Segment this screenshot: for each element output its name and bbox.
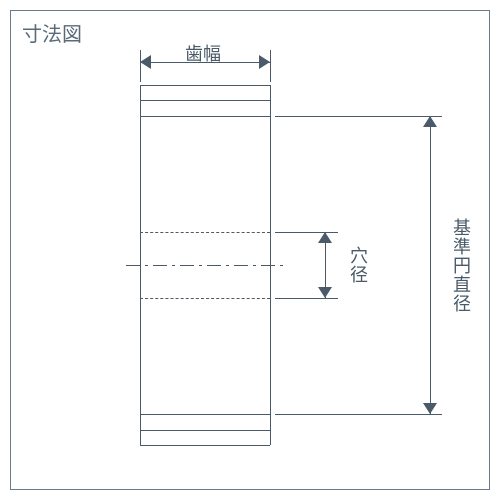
bore-bot	[140, 298, 270, 299]
dim-pitch-label: 基準円直径	[448, 218, 474, 313]
dim-bore-arrow-t	[318, 232, 332, 243]
gear-left-edge	[140, 85, 141, 445]
gear-pitch-bot	[140, 414, 270, 415]
bore-top	[140, 232, 270, 233]
centerline-seg	[145, 265, 148, 266]
dim-width-arrow-r	[259, 55, 270, 69]
gear-pitch-top	[140, 116, 270, 117]
centerline-seg	[253, 265, 256, 266]
dim-pitch-ext-b	[275, 414, 442, 415]
gear-outer-top	[140, 85, 270, 86]
centerline-seg	[153, 265, 167, 266]
dim-width-label: 歯幅	[185, 40, 221, 66]
dim-width-ext-r	[270, 50, 271, 82]
dim-pitch-arrow-b	[423, 403, 437, 414]
dim-width-arrow-l	[140, 55, 151, 69]
dim-pitch-ext-t	[275, 116, 442, 117]
centerline-seg	[207, 265, 221, 266]
centerline-seg	[226, 265, 229, 266]
centerline-seg	[172, 265, 175, 266]
centerline-seg	[180, 265, 194, 266]
dim-bore-ext-b	[275, 298, 338, 299]
centerline-seg	[199, 265, 202, 266]
diagram-title: 寸法図	[22, 18, 82, 47]
dim-pitch-arrow-t	[423, 116, 437, 127]
diagram-frame	[10, 10, 490, 490]
gear-tip-top	[140, 100, 270, 101]
dim-bore-label: 穴径	[345, 246, 371, 284]
dim-pitch-line	[430, 116, 431, 414]
gear-outer-bot	[140, 445, 270, 446]
centerline-seg	[261, 265, 275, 266]
dim-bore-arrow-b	[318, 287, 332, 298]
centerline-seg	[234, 265, 248, 266]
gear-tip-bot	[140, 430, 270, 431]
centerline-seg	[280, 265, 283, 266]
centerline-seg	[126, 265, 140, 266]
